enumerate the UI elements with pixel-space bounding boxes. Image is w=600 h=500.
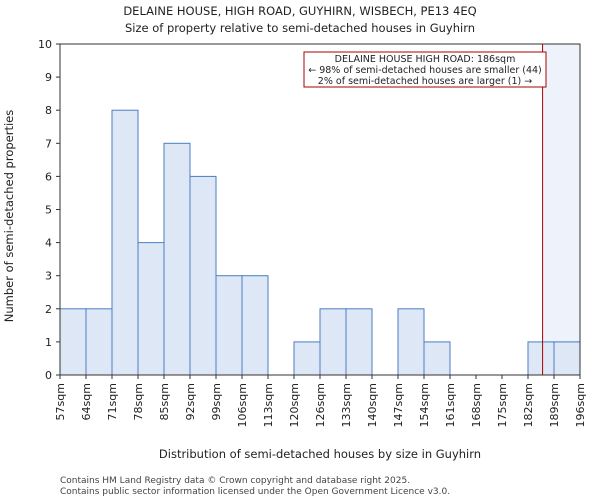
x-tick-label: 113sqm: [262, 383, 275, 427]
y-tick-label: 10: [38, 38, 52, 51]
chart-title-line2: Size of property relative to semi-detach…: [125, 21, 475, 35]
y-tick-label: 9: [45, 71, 52, 84]
x-tick-label: 161sqm: [444, 383, 457, 427]
x-tick-label: 99sqm: [210, 383, 223, 420]
bar-189sqm: [553, 341, 581, 376]
chart-title-line1: DELAINE HOUSE, HIGH ROAD, GUYHIRN, WISBE…: [123, 4, 476, 18]
bar-106sqm: [241, 275, 269, 376]
y-axis-label: Number of semi-detached properties: [2, 110, 16, 322]
bar-126sqm: [319, 308, 347, 376]
y-tick-label: 1: [45, 336, 52, 349]
x-tick-label: 106sqm: [236, 383, 249, 427]
bar-133sqm: [345, 308, 373, 376]
y-tick-label: 0: [45, 369, 52, 382]
y-tick-label: 5: [45, 204, 52, 217]
bar-64sqm: [85, 308, 113, 376]
x-tick-label: 182sqm: [522, 383, 535, 427]
x-tick-label: 78sqm: [132, 383, 145, 420]
x-tick-label: 126sqm: [314, 383, 327, 427]
annotation-line-2: ← 98% of semi-detached houses are smalle…: [308, 65, 542, 76]
footer-line2: Contains public sector information licen…: [60, 487, 450, 497]
x-tick-label: 92sqm: [184, 383, 197, 420]
bar-99sqm: [215, 275, 243, 376]
bar-71sqm: [111, 109, 139, 376]
y-tick-label: 4: [45, 237, 52, 250]
x-tick-label: 85sqm: [158, 383, 171, 420]
larger-region-highlight: [542, 44, 580, 375]
bar-154sqm: [423, 341, 451, 376]
x-tick-label: 189sqm: [548, 383, 561, 427]
bar-85sqm: [163, 142, 191, 376]
bar-57sqm: [59, 308, 87, 376]
annotation-line-3: 2% of semi-detached houses are larger (1…: [318, 76, 532, 87]
annotation-line-1: DELAINE HOUSE HIGH ROAD: 186sqm: [335, 54, 516, 65]
x-tick-label: 175sqm: [496, 383, 509, 427]
bar-120sqm: [293, 341, 321, 376]
x-tick-label: 120sqm: [288, 383, 301, 427]
x-tick-label: 133sqm: [340, 383, 353, 427]
y-tick-label: 2: [45, 303, 52, 316]
bar-78sqm: [137, 242, 165, 376]
x-axis-label: Distribution of semi-detached houses by …: [159, 447, 481, 461]
x-tick-label: 140sqm: [366, 383, 379, 427]
bar-147sqm: [397, 308, 425, 376]
y-tick-label: 6: [45, 170, 52, 183]
y-tick-label: 3: [45, 270, 52, 283]
annotation-box: [303, 51, 547, 88]
x-tick-label: 71sqm: [106, 383, 119, 420]
x-tick-label: 147sqm: [392, 383, 405, 427]
bar-92sqm: [189, 175, 217, 376]
footer-line1: Contains HM Land Registry data © Crown c…: [60, 476, 410, 486]
x-tick-label: 168sqm: [470, 383, 483, 427]
y-tick-label: 7: [45, 137, 52, 150]
x-tick-label: 196sqm: [574, 383, 587, 427]
x-tick-label: 64sqm: [80, 383, 93, 420]
x-tick-label: 57sqm: [54, 383, 67, 420]
y-tick-label: 8: [45, 104, 52, 117]
x-tick-label: 154sqm: [418, 383, 431, 427]
bar-182sqm: [527, 341, 555, 376]
